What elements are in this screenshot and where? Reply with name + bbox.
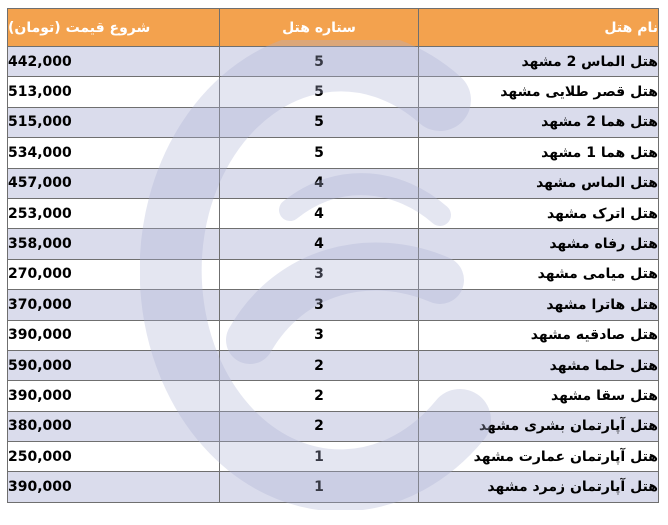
hotel-name-cell: هتل آپارتمان زمرد مشهد [418, 471, 659, 503]
table-row: هتل آپارتمان بشری مشهد 2 380,000 [7, 410, 659, 443]
hotel-name-cell: هتل اترک مشهد [418, 197, 659, 230]
table-header-row: نام هتل ستاره هتل شروع قیمت (تومان) [7, 8, 659, 47]
table-row: هتل هما 1 مشهد 5 534,000 [7, 137, 659, 169]
hotel-name-cell: هتل صادقیه مشهد [418, 319, 659, 351]
hotel-stars-cell: 3 [219, 258, 419, 291]
table-row: هتل هاترا مشهد 3 370,000 [7, 289, 659, 321]
hotel-name-cell: هتل آپارتمان عمارت مشهد [418, 441, 659, 473]
table-row: هتل الماس 2 مشهد 5 442,000 [7, 45, 659, 78]
hotel-stars-cell: 4 [219, 167, 419, 199]
hotel-price-cell: 390,000 [7, 319, 220, 351]
hotel-price-cell: 590,000 [7, 349, 220, 382]
hotel-stars-cell: 1 [219, 471, 419, 503]
hotel-price-cell: 253,000 [7, 197, 220, 230]
table-row: هتل سقا مشهد 2 390,000 [7, 380, 659, 412]
hotel-price-cell: 442,000 [7, 45, 220, 78]
hotel-stars-cell: 2 [219, 349, 419, 382]
header-start-price: شروع قیمت (تومان) [7, 8, 220, 47]
table-row: هتل الماس مشهد 4 457,000 [7, 167, 659, 199]
header-hotel-name: نام هتل [418, 8, 659, 47]
hotel-price-cell: 358,000 [7, 228, 220, 260]
hotel-stars-cell: 5 [219, 137, 419, 169]
hotel-name-cell: هتل سقا مشهد [418, 380, 659, 412]
hotel-stars-cell: 4 [219, 197, 419, 230]
hotel-price-cell: 534,000 [7, 137, 220, 169]
hotel-name-cell: هتل هما 1 مشهد [418, 137, 659, 169]
hotel-stars-cell: 3 [219, 289, 419, 321]
hotel-name-cell: هتل رفاه مشهد [418, 228, 659, 260]
hotel-stars-cell: 2 [219, 380, 419, 412]
table-row: هتل رفاه مشهد 4 358,000 [7, 228, 659, 260]
table-row: هتل قصر طلایی مشهد 5 513,000 [7, 76, 659, 108]
table-row: هتل صادقیه مشهد 3 390,000 [7, 319, 659, 351]
hotel-price-cell: 380,000 [7, 410, 220, 443]
table-row: هتل آپارتمان زمرد مشهد 1 390,000 [7, 471, 659, 503]
table-row: هتل حلما مشهد 2 590,000 [7, 349, 659, 382]
hotel-name-cell: هتل الماس 2 مشهد [418, 45, 659, 78]
hotel-name-cell: هتل الماس مشهد [418, 167, 659, 199]
header-hotel-stars: ستاره هتل [219, 8, 419, 47]
hotel-stars-cell: 1 [219, 441, 419, 473]
hotel-name-cell: هتل قصر طلایی مشهد [418, 76, 659, 108]
table-row: هتل آپارتمان عمارت مشهد 1 250,000 [7, 441, 659, 473]
hotel-price-cell: 250,000 [7, 441, 220, 473]
hotel-price-table: نام هتل ستاره هتل شروع قیمت (تومان) هتل … [7, 8, 659, 503]
hotel-stars-cell: 4 [219, 228, 419, 260]
hotel-name-cell: هتل میامی مشهد [418, 258, 659, 291]
hotel-price-cell: 513,000 [7, 76, 220, 108]
hotel-price-cell: 370,000 [7, 289, 220, 321]
hotel-price-cell: 515,000 [7, 106, 220, 139]
hotel-name-cell: هتل هما 2 مشهد [418, 106, 659, 139]
table-row: هتل اترک مشهد 4 253,000 [7, 197, 659, 230]
table-row: هتل میامی مشهد 3 270,000 [7, 258, 659, 291]
hotel-stars-cell: 5 [219, 45, 419, 78]
hotel-name-cell: هتل حلما مشهد [418, 349, 659, 382]
hotel-price-cell: 390,000 [7, 471, 220, 503]
hotel-price-cell: 390,000 [7, 380, 220, 412]
hotel-price-cell: 270,000 [7, 258, 220, 291]
hotel-stars-cell: 5 [219, 106, 419, 139]
hotel-price-cell: 457,000 [7, 167, 220, 199]
hotel-name-cell: هتل هاترا مشهد [418, 289, 659, 321]
hotel-stars-cell: 5 [219, 76, 419, 108]
hotel-stars-cell: 2 [219, 410, 419, 443]
hotel-stars-cell: 3 [219, 319, 419, 351]
table-row: هتل هما 2 مشهد 5 515,000 [7, 106, 659, 139]
hotel-name-cell: هتل آپارتمان بشری مشهد [418, 410, 659, 443]
